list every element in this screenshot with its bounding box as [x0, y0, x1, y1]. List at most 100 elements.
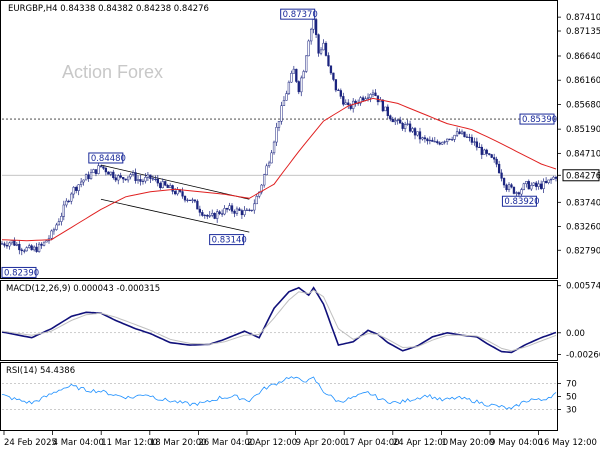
macd-y-tick-label: 0.005749 — [566, 282, 600, 292]
price-annotation-box — [1, 266, 37, 278]
candle-body — [520, 189, 523, 195]
candle-body — [354, 100, 357, 104]
candle-body — [265, 165, 268, 176]
candle-body — [211, 212, 214, 216]
candle-body — [554, 176, 558, 179]
candle-body — [322, 42, 325, 51]
price-y-tick-label: 0.87410 — [566, 13, 600, 23]
candle-body — [164, 181, 167, 186]
candle-body — [448, 138, 451, 140]
candle-body — [28, 245, 31, 248]
candle-body — [176, 189, 179, 195]
candle-body — [324, 42, 328, 56]
candle-body — [201, 212, 204, 216]
candle-body — [119, 175, 122, 178]
rsi-title: RSI(14) 54.4386 — [6, 366, 75, 376]
candle-body — [188, 199, 192, 201]
x-tick-label: 1 May 20:00 — [441, 438, 494, 448]
candle-body — [512, 186, 516, 194]
price-annotations: 0.82390 0.84480 0.83140 0.87370 0.85390 0.839… — [1, 8, 557, 278]
candle-body — [141, 180, 145, 182]
candle-body — [124, 178, 127, 181]
price-y-tick-label: 0.86160 — [566, 76, 600, 86]
candle-body — [337, 89, 340, 91]
candle-body — [144, 177, 147, 182]
candle-body — [344, 102, 347, 105]
candle-body — [426, 138, 429, 142]
candle-body — [15, 243, 18, 246]
rsi-pane-frame — [0, 362, 558, 431]
candle-body — [295, 68, 298, 82]
candle-body — [0, 243, 4, 245]
candle-body — [166, 185, 169, 188]
price-annotation-label: 0.83140 — [212, 236, 247, 246]
candle-body — [154, 178, 157, 180]
candle-body — [453, 134, 456, 140]
candle-body — [35, 246, 38, 252]
candle-body — [75, 187, 78, 191]
candle-body — [107, 171, 110, 175]
candle-body — [339, 90, 342, 97]
candle-body — [468, 136, 471, 138]
price-annotation-box — [501, 195, 537, 207]
candle-body — [40, 243, 43, 246]
price-plot — [0, 17, 558, 256]
candle-body — [374, 92, 377, 96]
x-tick-label: 18 Mar 20:00 — [150, 438, 207, 448]
candle-body — [421, 137, 424, 140]
price-y-tick-label: 0.82790 — [566, 246, 600, 256]
candle-body — [391, 118, 394, 123]
candle-body — [225, 208, 229, 210]
candle-body — [3, 243, 6, 246]
candle-body — [478, 146, 481, 148]
macd-pane-frame — [0, 280, 558, 361]
candle-body — [441, 141, 444, 145]
candle-body — [161, 181, 164, 189]
candle-body — [302, 71, 305, 79]
candle-body — [488, 153, 491, 155]
candle-body — [10, 240, 14, 244]
candle-body — [305, 55, 308, 72]
candle-body — [23, 250, 26, 252]
candle-body — [381, 99, 385, 112]
candle-body — [433, 141, 436, 143]
candle-body — [230, 205, 234, 212]
candle-body — [334, 79, 338, 91]
candle-body — [183, 195, 187, 201]
candle-body — [446, 138, 449, 142]
candle-body — [267, 162, 271, 167]
candle-body — [527, 181, 530, 190]
candle-body — [13, 240, 16, 246]
candle-body — [384, 106, 387, 112]
candle-body — [401, 123, 404, 129]
channel-upper-line — [100, 164, 250, 200]
candle-body — [223, 208, 226, 215]
candle-body — [460, 131, 464, 134]
candle-body — [260, 184, 263, 193]
price-annotation-label: 0.83920 — [504, 197, 539, 207]
candle-body — [493, 157, 496, 160]
candle-body — [171, 185, 174, 192]
candle-body — [500, 172, 503, 179]
candle-body — [342, 96, 345, 105]
candle-body — [507, 184, 511, 190]
candle-body — [193, 199, 197, 202]
candle-body — [327, 55, 330, 67]
candle-body — [220, 213, 224, 215]
candle-body — [228, 205, 231, 210]
candle-body — [450, 139, 454, 141]
rsi-plot — [1, 376, 557, 410]
candle-body — [25, 247, 28, 252]
x-tick-label: 9 May 04:00 — [490, 438, 543, 448]
candle-body — [206, 214, 209, 217]
candle-body — [263, 174, 266, 186]
candle-body — [329, 65, 333, 74]
candle-body — [413, 128, 417, 136]
candle-body — [490, 154, 493, 158]
price-y-tick-label: 0.84710 — [566, 149, 600, 159]
candle-body — [297, 81, 300, 93]
candle-body — [94, 169, 98, 174]
candle-body — [216, 211, 219, 219]
symbol-line: EURGBP,H4 0.84338 0.84382 0.84238 0.8427… — [8, 4, 209, 14]
candle-body — [112, 171, 115, 178]
